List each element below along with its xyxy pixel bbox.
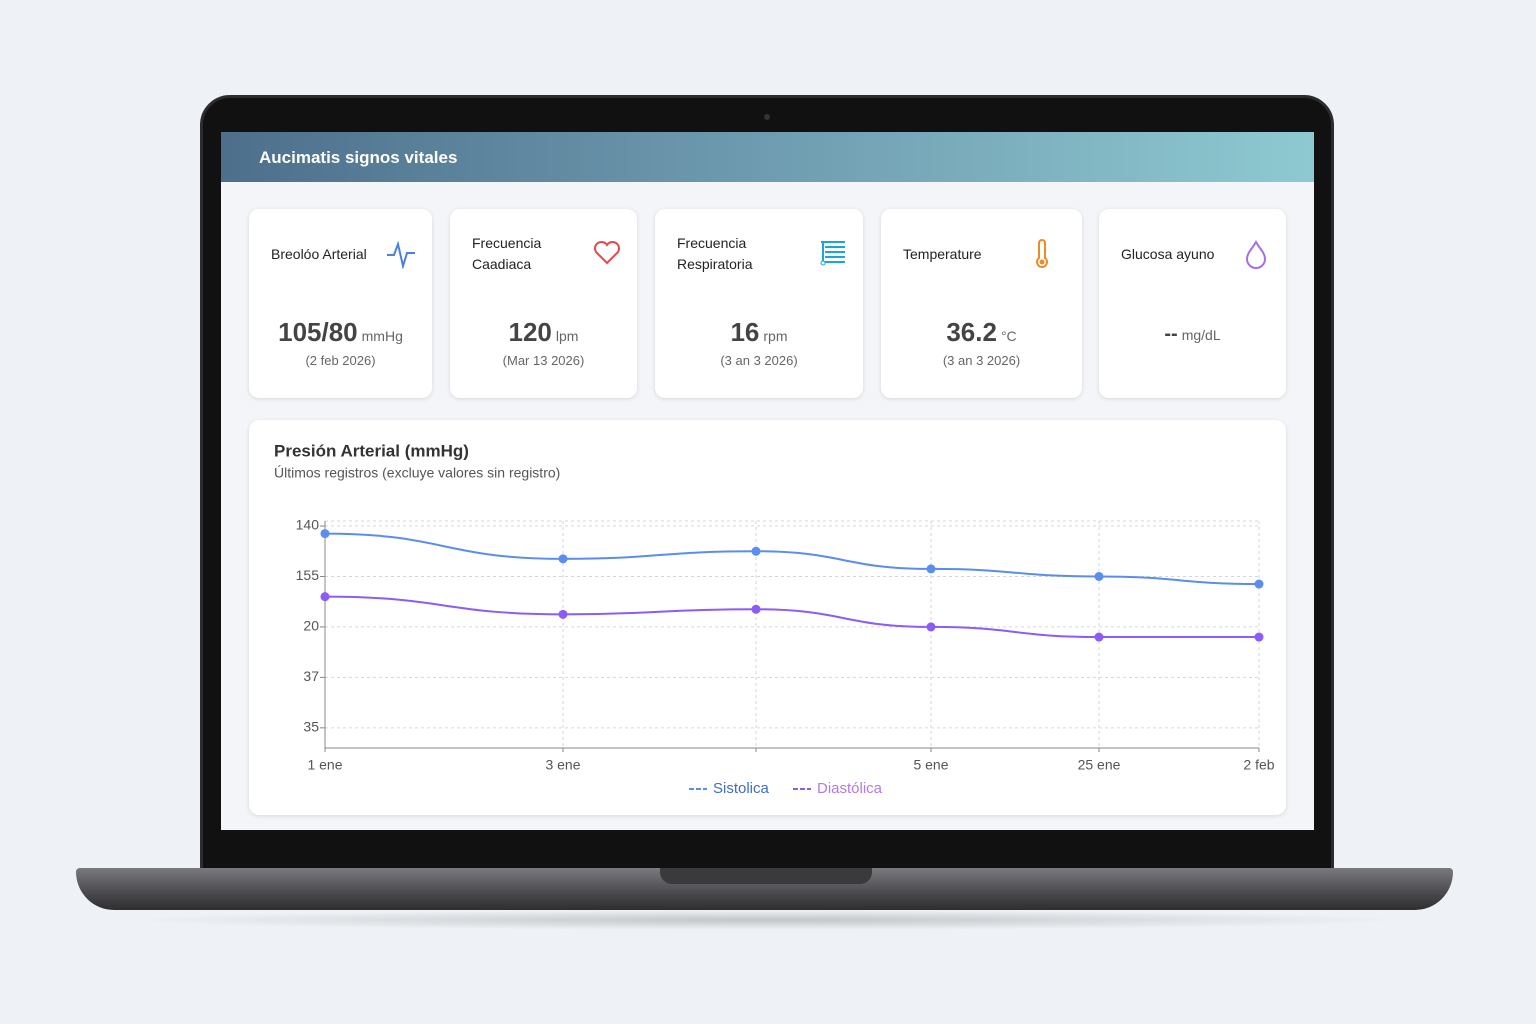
notch [660,868,872,884]
point [751,546,761,556]
point [320,529,330,539]
screen: Aucimatis signos vitales Breolóo Arteria… [221,132,1314,830]
icon [1036,239,1048,268]
value: 105/80 [278,317,358,347]
unit: lpm [555,328,579,344]
card-value: 120 lpm [450,317,637,348]
y-tick-label: 155 [296,567,320,583]
card: Breolóo Arterial 105/80 mmHg (2 feb 2026) [249,209,432,398]
point [1254,579,1264,589]
value: 16 [730,317,760,347]
x-tick-label: 1 ene [307,757,342,773]
header: Aucimatis signos vitales [221,132,1314,182]
chart-title: Presión Arterial (mmHg) [274,441,469,460]
series-line [324,595,1259,639]
card-title: Temperature [903,246,982,262]
unit: rpm [763,328,788,344]
y-tick-label: 37 [303,668,319,684]
unit: mg/dL [1181,327,1221,343]
point [320,592,330,602]
card-title: Frecuencia Caadiaca [472,235,542,272]
icon [593,240,621,265]
icon [387,240,415,269]
unit: °C [1000,328,1017,344]
card: Frecuencia Respiratoria 16 rpm (3 an 3 20… [655,209,863,398]
point [1094,632,1104,642]
value: -- [1164,323,1178,345]
x-tick-label: 25 ene [1078,757,1121,773]
card-value: -- mg/dL [1099,323,1286,346]
x-tick-label: 2 feb [1243,757,1274,773]
shadow [120,910,1410,930]
legend-label: Sistolica [713,780,770,797]
chart-card: Presión Arterial (mmHg) Últimos registro… [249,420,1286,815]
value: 36.2 [946,317,997,347]
legend-label: Diastólica [817,780,883,797]
card-title: Breolóo Arterial [271,246,367,262]
card-title: Glucosa ayuno [1121,246,1215,262]
card-value: 16 rpm [655,317,863,348]
point [558,554,568,564]
point [926,622,936,632]
card-value: 36.2 °C [881,317,1082,348]
point [751,604,761,614]
camera [764,114,770,120]
card-date: (Mar 13 2026) [502,353,585,368]
y-tick-label: 140 [296,517,320,533]
y-tick-label: 35 [303,719,319,735]
point [1094,571,1104,581]
card-date: (3 an 3 2026) [720,353,798,368]
point [1254,632,1264,642]
card-value: 105/80 mmHg [249,317,432,348]
card-date: (2 feb 2026) [305,353,376,368]
card: Frecuencia Caadiaca 120 lpm (Mar 13 2026) [450,209,637,398]
card: Temperature 36.2 °C (3 an 3 2026) [881,209,1082,398]
chart-subtitle: Últimos registros (excluye valores sin r… [274,465,560,481]
card-title: Frecuencia Respiratoria [677,235,753,272]
value: 120 [508,317,552,347]
icon [1245,239,1267,269]
point [558,609,568,619]
header-title: Aucimatis signos vitales [259,148,458,167]
card: Glucosa ayuno -- mg/dL [1099,209,1286,398]
icon [820,241,845,266]
point [926,564,936,574]
x-tick-label: 5 ene [913,757,948,773]
x-tick-label: 3 ene [545,757,580,773]
unit: mmHg [361,328,403,344]
card-date: (3 an 3 2026) [942,353,1021,368]
y-tick-label: 20 [303,618,319,634]
chart: Presión Arterial (mmHg) Últimos registro… [274,441,1275,797]
